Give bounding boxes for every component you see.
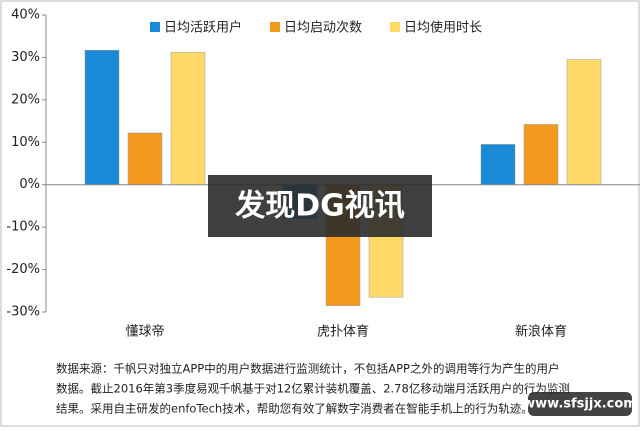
legend-swatch: [270, 22, 280, 32]
y-tick-label: -20%: [6, 262, 40, 277]
legend-swatch: [390, 22, 400, 32]
y-tick-label: -30%: [6, 305, 40, 320]
bar: [170, 52, 206, 185]
x-tick-label: 新浪体育: [515, 324, 567, 340]
bar: [84, 49, 120, 185]
y-tick-label: 10%: [11, 135, 40, 150]
x-tick-label: 虎扑体育: [317, 324, 369, 340]
x-tick-label: 懂球帝: [125, 324, 164, 340]
watermark-text: www.sfsjjx.com: [523, 397, 637, 412]
note: 数据。截止2016年第3季度易观千帆基于对12亿累计装机覆盖、2.78亿移动端月…: [56, 382, 570, 396]
legend-label: 日均使用时长: [404, 20, 482, 36]
watermark-box: [528, 392, 632, 416]
overlay-text: 发现DG视讯: [234, 189, 405, 224]
y-tick-label: 20%: [11, 92, 40, 107]
legend-swatch: [150, 22, 160, 32]
note: 数据来源：千帆只对独立APP中的用户数据进行监测统计，不包括APP之外的调用等行…: [56, 362, 559, 376]
legend-label: 日均启动次数: [284, 20, 362, 36]
y-tick-label: 30%: [11, 50, 40, 65]
overlay-box: [208, 175, 432, 237]
bar: [127, 132, 163, 185]
bar: [523, 124, 559, 185]
bar: [566, 59, 602, 185]
y-tick-label: 0%: [19, 177, 40, 192]
bar: [480, 144, 516, 185]
note: 结果。采用自主研发的enfoTech技术，帮助您有效了解数字消费者在智能手机上的…: [56, 402, 533, 416]
y-tick-label: -10%: [6, 220, 40, 235]
legend-label: 日均活跃用户: [164, 20, 242, 36]
y-tick-label: 40%: [11, 8, 40, 23]
